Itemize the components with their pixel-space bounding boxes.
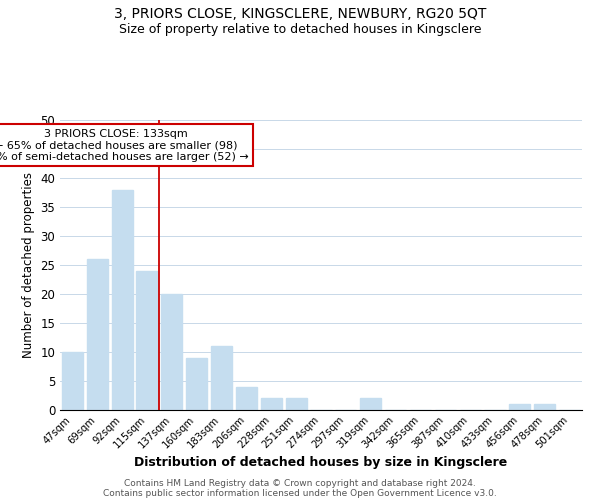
Text: 3, PRIORS CLOSE, KINGSCLERE, NEWBURY, RG20 5QT: 3, PRIORS CLOSE, KINGSCLERE, NEWBURY, RG… [114, 8, 486, 22]
Text: Contains public sector information licensed under the Open Government Licence v3: Contains public sector information licen… [103, 488, 497, 498]
Bar [186, 358, 207, 410]
Bar [161, 294, 182, 410]
Bar [112, 190, 133, 410]
Bar [136, 271, 158, 410]
Bar [62, 352, 83, 410]
Text: Contains HM Land Registry data © Crown copyright and database right 2024.: Contains HM Land Registry data © Crown c… [124, 478, 476, 488]
Bar [534, 404, 555, 410]
Text: 3 PRIORS CLOSE: 133sqm
← 65% of detached houses are smaller (98)
35% of semi-det: 3 PRIORS CLOSE: 133sqm ← 65% of detached… [0, 128, 249, 162]
Bar [87, 259, 108, 410]
Bar [211, 346, 232, 410]
Bar [261, 398, 282, 410]
Text: Size of property relative to detached houses in Kingsclere: Size of property relative to detached ho… [119, 22, 481, 36]
Bar [236, 387, 257, 410]
Y-axis label: Number of detached properties: Number of detached properties [22, 172, 35, 358]
X-axis label: Distribution of detached houses by size in Kingsclere: Distribution of detached houses by size … [134, 456, 508, 469]
Bar [286, 398, 307, 410]
Bar [509, 404, 530, 410]
Bar [360, 398, 381, 410]
